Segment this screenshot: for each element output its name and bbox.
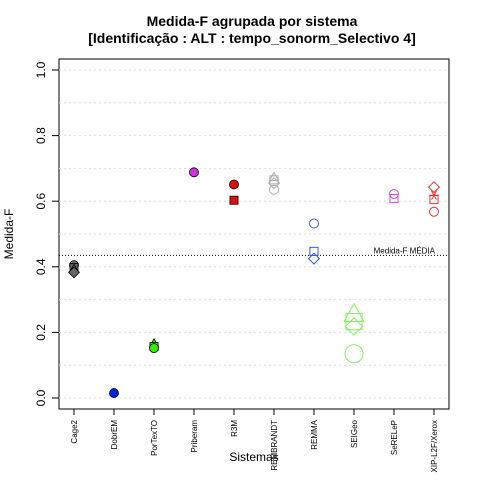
x-tick-label: DobrEM	[110, 420, 119, 450]
chart-subtitle: [Identificação : ALT : tempo_sonorm_Sele…	[88, 30, 416, 46]
data-point	[229, 195, 239, 205]
data-point	[427, 180, 441, 194]
reference-line-group: Medida-F MÉDIA	[59, 246, 449, 256]
x-tick-label: Cage2	[70, 419, 79, 443]
y-tick-label: 0.0	[34, 389, 48, 406]
x-tick-label: SeRELeP	[390, 420, 399, 455]
x-axis-label: Sistemas	[229, 450, 278, 464]
data-point	[229, 179, 239, 190]
y-tick-label: 0.8	[34, 127, 48, 144]
data-point	[344, 317, 364, 336]
data-point	[189, 167, 199, 178]
y-axis-label: Medida-F	[2, 209, 16, 260]
data-point	[269, 184, 279, 195]
data-point	[429, 195, 439, 205]
y-tick-label: 1.0	[34, 61, 48, 78]
data-point	[268, 171, 280, 182]
mean-reference-label: Medida-F MÉDIA	[374, 246, 436, 255]
data-point	[309, 246, 319, 256]
data-point	[429, 206, 439, 217]
data-point	[389, 188, 399, 199]
y-tick-label: 0.6	[34, 193, 48, 210]
x-tick-label: PorTexTO	[150, 420, 159, 456]
data-point	[109, 388, 119, 398]
y-tick-label: 0.2	[34, 324, 48, 341]
data-point	[309, 218, 319, 229]
x-axis: Cage2 DobrEM PorTexTO Priberam R3M REMBRANDT R…	[70, 409, 439, 472]
data-points	[68, 167, 441, 398]
data-point	[149, 343, 159, 354]
data-point	[389, 194, 399, 204]
data-point	[68, 266, 80, 279]
x-tick-label: R3M	[230, 420, 239, 437]
x-tick-label: REMMA	[310, 419, 319, 449]
y-tick-label: 0.4	[34, 258, 48, 275]
x-tick-label: XIP-L2F/Xerox	[430, 420, 439, 472]
grid-lines	[59, 69, 449, 399]
x-tick-label: Priberam	[190, 420, 199, 453]
data-point	[307, 252, 321, 265]
x-tick-label: REMBRANDT	[270, 420, 279, 471]
y-axis: 0.0 0.2 0.4 0.6 0.8 1.0	[34, 61, 59, 406]
data-point	[345, 312, 363, 331]
data-point	[343, 302, 365, 322]
chart-title: Medida-F agrupada por sistema	[147, 13, 358, 29]
x-tick-label: SEIGeo	[350, 419, 359, 448]
data-point	[344, 344, 364, 364]
data-point	[269, 175, 279, 185]
data-point	[267, 177, 281, 190]
